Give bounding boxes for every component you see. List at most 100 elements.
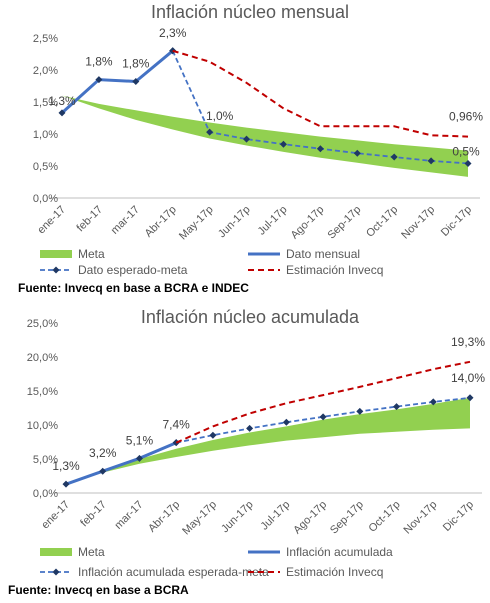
legend-item: Estimación Invecq [248, 565, 383, 579]
y-tick-label: 0,5% [33, 161, 58, 173]
series-line-solid [65, 441, 177, 486]
x-tick-label: mar-17 [109, 204, 142, 237]
y-tick-label: 0,0% [33, 193, 58, 205]
legend-label: Estimación Invecq [286, 263, 383, 277]
data-label: 1,3% [48, 94, 76, 108]
y-tick-label: 1,0% [33, 129, 58, 141]
legend-item: Inflación acumulada [248, 545, 393, 559]
source-note: Fuente: Invecq en base a BCRA [8, 583, 189, 597]
legend-item: Dato esperado-meta [40, 263, 188, 277]
data-point-marker [356, 407, 364, 415]
data-label: 1,8% [122, 57, 150, 71]
data-label: 0,5% [452, 144, 480, 158]
data-point-marker [206, 128, 214, 136]
x-tick-label: Dic-17p [441, 499, 476, 534]
x-tick-label: Jul-17p [258, 499, 292, 533]
y-tick-label: 5,0% [33, 454, 58, 466]
data-label: 1,0% [206, 109, 234, 123]
data-label: 19,3% [451, 335, 485, 349]
x-tick-label: Oct-17p [364, 204, 400, 240]
legend-swatch-marker [52, 266, 60, 274]
x-tick-label: Nov-17p [399, 204, 437, 242]
legend-label: Estimación Invecq [286, 565, 383, 579]
legend-item: Inflación acumulada esperada-meta [40, 565, 269, 579]
x-tick-label: Ago-17p [291, 499, 329, 537]
x-tick-label: Jun-17p [219, 499, 256, 536]
data-point-marker [243, 135, 251, 143]
data-point-marker [466, 394, 474, 402]
x-tick-label: mar-17 [112, 499, 145, 532]
x-tick-label: Abr-17p [143, 204, 179, 240]
data-point-marker [95, 76, 103, 84]
x-tick-label: May-17p [177, 204, 216, 243]
data-point-marker [58, 109, 66, 117]
legend-label: Meta [78, 545, 105, 559]
chart-2: Inflación núcleo acumulada 0,0% 5,0% 10,0% 1… [8, 307, 485, 597]
x-tick-label: Abr-17p [146, 499, 182, 535]
series-band-meta [66, 397, 470, 485]
data-point-marker [319, 413, 327, 421]
series-line-invecq [175, 360, 471, 444]
legend-item: Estimación Invecq [248, 263, 383, 277]
legend-label: Meta [78, 247, 105, 261]
x-tick-label: ene-17 [35, 204, 68, 237]
data-label: 0,96% [449, 110, 483, 124]
legend-label: Dato mensual [286, 247, 360, 261]
data-point-marker [209, 431, 217, 439]
data-point-marker [429, 398, 437, 406]
data-point-marker [353, 149, 361, 157]
legend-item: Dato mensual [248, 247, 360, 261]
legend-label: Dato esperado-meta [78, 263, 188, 277]
data-point-marker [279, 140, 287, 148]
x-tick-label: Sep-17p [328, 499, 366, 537]
source-note: Fuente: Invecq en base a BCRA e INDEC [18, 281, 249, 295]
legend-item: Meta [40, 247, 105, 261]
data-label: 7,4% [163, 418, 191, 432]
y-tick-label: 10,0% [27, 420, 58, 432]
x-tick-label: feb-17 [74, 204, 105, 235]
legend-swatch-marker [52, 568, 60, 576]
legend-swatch-band [40, 250, 72, 258]
data-point-marker [282, 418, 290, 426]
y-tick-label: 25,0% [27, 318, 58, 330]
data-point-marker [99, 467, 107, 475]
data-point-marker [132, 78, 140, 86]
chart-title: Inflación núcleo mensual [151, 2, 349, 22]
series-line-invecq [172, 49, 469, 138]
data-point-marker [135, 454, 143, 462]
series-line-solid [60, 49, 174, 115]
legend-swatch-band [40, 548, 72, 556]
y-tick-label: 15,0% [27, 386, 58, 398]
x-tick-label: Oct-17p [367, 499, 403, 535]
y-tick-label: 20,0% [27, 352, 58, 364]
data-label: 2,3% [159, 26, 187, 40]
data-label: 1,8% [85, 55, 113, 69]
data-point-marker [62, 480, 70, 488]
data-label: 5,1% [126, 433, 154, 447]
x-tick-label: Dic-17p [439, 204, 474, 239]
legend-item: Meta [40, 545, 105, 559]
chart-title: Inflación núcleo acumulada [141, 307, 360, 327]
x-tick-label: Jun-17p [216, 204, 253, 241]
data-label: 14,0% [451, 371, 485, 385]
legend-label: Inflación acumulada [286, 545, 393, 559]
data-point-marker [246, 424, 254, 432]
x-tick-label: ene-17 [39, 499, 72, 532]
series-band-meta [62, 95, 468, 177]
legend-label: Inflación acumulada esperada-meta [78, 565, 269, 579]
data-point-marker [390, 153, 398, 161]
y-tick-label: 0,0% [33, 488, 58, 500]
data-label: 1,3% [52, 459, 80, 473]
data-point-marker [393, 403, 401, 411]
x-tick-label: May-17p [180, 499, 219, 538]
x-tick-label: Sep-17p [325, 204, 363, 242]
x-tick-label: Nov-17p [402, 499, 440, 537]
y-tick-label: 1,5% [33, 97, 58, 109]
x-tick-label: Jul-17p [256, 204, 290, 238]
x-tick-label: feb-17 [78, 499, 109, 530]
chart-1: Inflación núcleo mensual 0,0% 0,5% 1,0% 1,5%… [18, 2, 483, 295]
data-point-marker [464, 159, 472, 167]
data-point-marker [316, 145, 324, 153]
y-tick-label: 2,0% [33, 65, 58, 77]
